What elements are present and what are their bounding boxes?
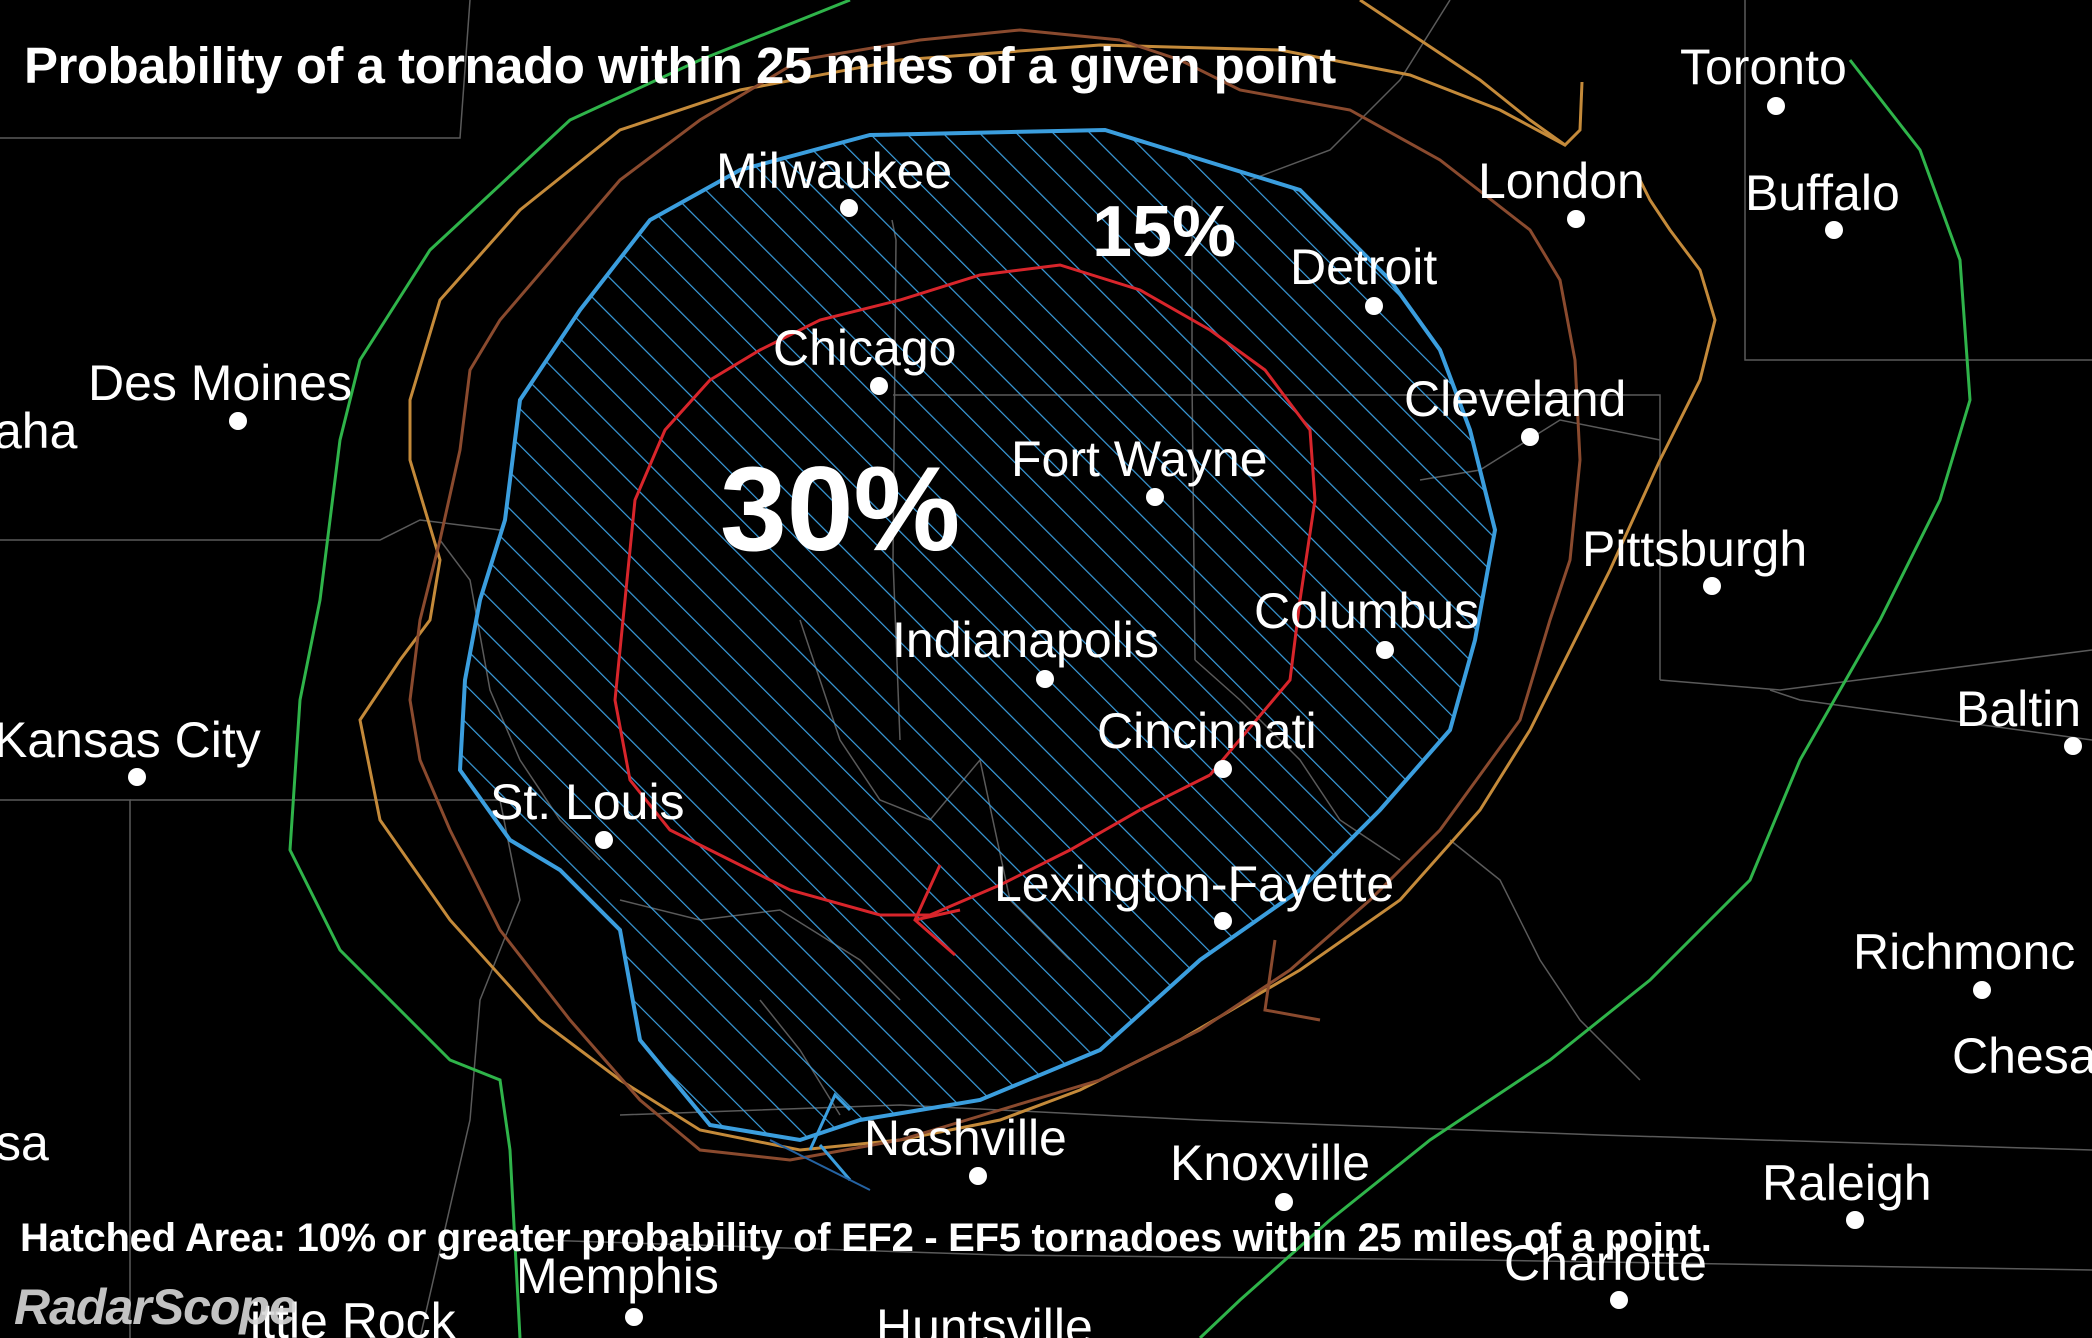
city-label-cleveland: Cleveland bbox=[1404, 371, 1626, 427]
city-dot bbox=[1846, 1211, 1864, 1229]
city-dot bbox=[1767, 97, 1785, 115]
city-label-columbus: Columbus bbox=[1254, 583, 1479, 639]
city-label-buffalo: Buffalo bbox=[1745, 165, 1900, 221]
city-label-richmond: Richmonc bbox=[1853, 924, 2075, 980]
city-label-tulsa: sa bbox=[0, 1115, 49, 1171]
city-label-chesapeake: Chesa bbox=[1952, 1028, 2092, 1084]
city-dot bbox=[1610, 1291, 1628, 1309]
city-label-toronto: Toronto bbox=[1680, 39, 1847, 95]
city-dot bbox=[1214, 912, 1232, 930]
city-label-fort-wayne: Fort Wayne bbox=[1011, 431, 1268, 487]
city-label-milwaukee: Milwaukee bbox=[716, 143, 952, 199]
city-label-chicago: Chicago bbox=[773, 320, 956, 376]
city-dot bbox=[1275, 1193, 1293, 1211]
city-dot bbox=[1365, 297, 1383, 315]
city-dot bbox=[1214, 760, 1232, 778]
city-dot bbox=[2064, 737, 2082, 755]
city-label-baltimore: Baltin bbox=[1956, 681, 2081, 737]
city-dot bbox=[229, 412, 247, 430]
contour-30-percent bbox=[613, 263, 1317, 957]
city-labels: Toronto London Buffalo Milwaukee Detroit… bbox=[0, 39, 2092, 1338]
city-label-huntsville: Huntsville bbox=[876, 1299, 1093, 1338]
city-dot bbox=[840, 199, 858, 217]
city-label-pittsburgh: Pittsburgh bbox=[1582, 521, 1807, 577]
city-label-london: London bbox=[1478, 153, 1645, 209]
city-dot bbox=[1376, 641, 1394, 659]
city-label-memphis: Memphis bbox=[516, 1248, 719, 1304]
city-label-little-rock: ittle Rock bbox=[250, 1293, 457, 1338]
city-label-kansas-city: Kansas City bbox=[0, 712, 261, 768]
city-label-charlotte: Charlotte bbox=[1504, 1235, 1707, 1291]
probability-label-30: 30% bbox=[720, 442, 960, 576]
hatched-area-footnote: Hatched Area: 10% or greater probability… bbox=[20, 1216, 1712, 1260]
contour-2-percent bbox=[288, 0, 1972, 1338]
city-dot bbox=[1825, 221, 1843, 239]
city-dot bbox=[1703, 577, 1721, 595]
city-dot bbox=[1521, 428, 1539, 446]
city-label-nashville: Nashville bbox=[864, 1110, 1067, 1166]
city-label-des-moines: Des Moines bbox=[88, 355, 352, 411]
city-dot bbox=[1973, 981, 1991, 999]
city-dot bbox=[128, 768, 146, 786]
probability-label-15: 15% bbox=[1092, 192, 1236, 272]
city-label-raleigh: Raleigh bbox=[1762, 1155, 1932, 1211]
city-dot bbox=[870, 377, 888, 395]
city-label-st-louis: St. Louis bbox=[490, 774, 685, 830]
city-dot bbox=[625, 1308, 643, 1326]
radarscope-logo: RadarScope bbox=[14, 1279, 297, 1335]
city-label-knoxville: Knoxville bbox=[1170, 1135, 1370, 1191]
city-label-lexington-fayette: Lexington-Fayette bbox=[994, 856, 1394, 912]
city-dot bbox=[1036, 670, 1054, 688]
city-label-cincinnati: Cincinnati bbox=[1097, 703, 1317, 759]
city-dot bbox=[1146, 488, 1164, 506]
city-label-detroit: Detroit bbox=[1290, 239, 1437, 295]
city-markers bbox=[128, 97, 2082, 1326]
contour-5-percent bbox=[358, 0, 1717, 1152]
city-label-omaha: aha bbox=[0, 403, 78, 459]
city-dot bbox=[595, 831, 613, 849]
contour-10-percent bbox=[408, 28, 1582, 1162]
map-title: Probability of a tornado within 25 miles… bbox=[24, 37, 1336, 94]
city-dot bbox=[969, 1167, 987, 1185]
contour-15-percent bbox=[457, 127, 1498, 1191]
city-dot bbox=[1567, 210, 1585, 228]
city-label-indianapolis: Indianapolis bbox=[892, 612, 1159, 668]
